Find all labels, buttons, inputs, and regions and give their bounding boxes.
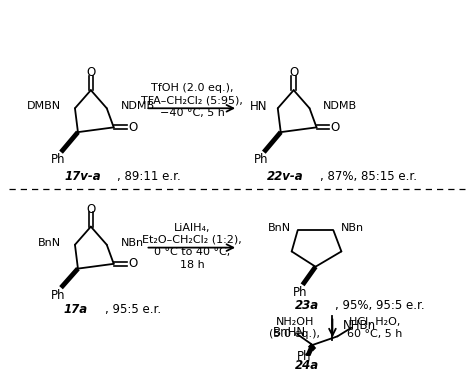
Text: , 95:5 e.r.: , 95:5 e.r. [105,303,161,316]
Text: O: O [86,203,95,216]
Text: LiAlH₄,: LiAlH₄, [174,222,210,232]
Text: , 87%, 85:15 e.r.: , 87%, 85:15 e.r. [319,170,417,183]
Text: −40 °C, 5 h: −40 °C, 5 h [160,108,225,118]
Text: TFA–CH₂Cl₂ (5:95),: TFA–CH₂Cl₂ (5:95), [141,96,243,106]
Text: 60 °C, 5 h: 60 °C, 5 h [346,328,402,339]
Text: O: O [331,121,340,134]
Text: 17v-a: 17v-a [64,170,101,183]
Text: Ph: Ph [292,286,307,299]
Text: NHBn: NHBn [343,320,376,332]
Text: 0 °C to 40 °C,: 0 °C to 40 °C, [154,247,230,257]
Text: BnN: BnN [267,222,291,232]
Text: Ph: Ph [254,153,268,166]
Text: BnN: BnN [38,238,61,248]
Text: Ph: Ph [51,153,65,166]
Text: 24a: 24a [294,359,319,372]
Text: TfOH (2.0 eq.),: TfOH (2.0 eq.), [151,83,234,93]
Text: DMBN: DMBN [27,101,61,111]
Text: , 89:11 e.r.: , 89:11 e.r. [117,170,181,183]
Text: O: O [289,67,298,80]
Text: NH₂OH: NH₂OH [275,317,314,327]
Text: 18 h: 18 h [180,260,205,270]
Text: BnHN: BnHN [273,326,306,339]
Text: NDMB: NDMB [322,101,356,111]
Text: 17a: 17a [64,303,88,316]
Text: O: O [86,67,95,80]
Text: O: O [128,121,137,134]
Text: 22v-a: 22v-a [267,170,304,183]
Text: (5.0 eq.),: (5.0 eq.), [269,328,320,339]
Text: HN: HN [250,100,268,113]
Text: O: O [128,257,137,270]
Text: Et₂O–CH₂Cl₂ (1:2),: Et₂O–CH₂Cl₂ (1:2), [142,235,242,245]
Text: 23a: 23a [294,299,319,312]
Text: NDMB: NDMB [121,101,155,111]
Text: NBn: NBn [340,222,364,232]
Text: Ph: Ph [51,289,65,302]
Text: , 95%, 95:5 e.r.: , 95%, 95:5 e.r. [336,299,425,312]
Text: NBn: NBn [121,238,144,248]
Text: Ph: Ph [297,350,312,363]
Text: HCl, H₂O,: HCl, H₂O, [348,317,400,327]
